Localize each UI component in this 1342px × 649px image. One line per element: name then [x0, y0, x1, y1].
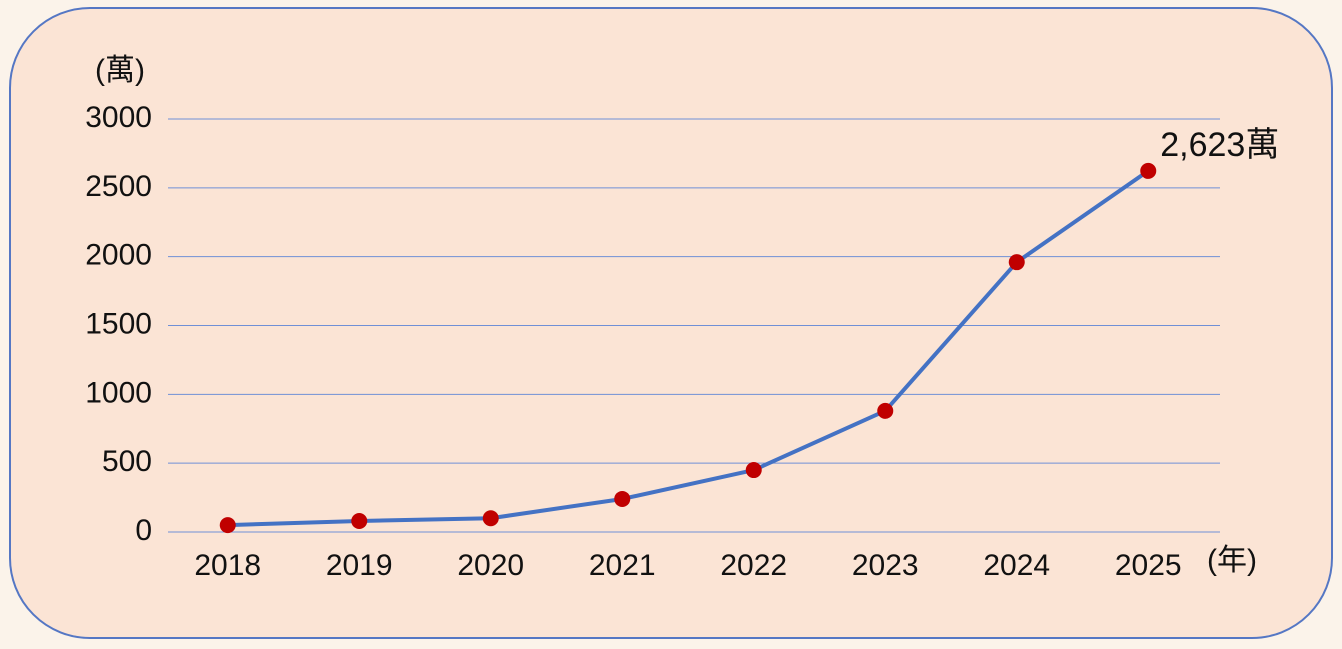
y-tick-label: 3000 — [85, 101, 152, 134]
x-tick-label: 2025 — [1115, 549, 1182, 582]
y-tick-label: 1500 — [85, 307, 152, 340]
x-tick-label: 2018 — [194, 549, 261, 582]
data-point — [1008, 254, 1025, 271]
data-point — [745, 462, 762, 479]
y-tick-label: 1000 — [85, 376, 152, 409]
y-tick-label: 2500 — [85, 170, 152, 203]
data-point — [614, 490, 631, 507]
x-tick-label: 2020 — [457, 549, 524, 582]
x-tick-label: 2021 — [589, 549, 656, 582]
y-tick-label: 500 — [102, 445, 152, 478]
data-point — [877, 402, 894, 419]
data-point — [219, 517, 236, 534]
y-tick-label: 0 — [135, 514, 152, 547]
y-unit-label: (萬) — [95, 54, 145, 87]
x-unit-label: (年) — [1207, 544, 1257, 577]
data-point — [351, 512, 368, 529]
data-label: 2,623萬 — [1160, 126, 1279, 164]
x-tick-label: 2023 — [852, 549, 919, 582]
data-point — [482, 510, 499, 527]
x-tick-label: 2024 — [983, 549, 1050, 582]
y-tick-label: 2000 — [85, 239, 152, 272]
data-line — [227, 169, 1150, 528]
x-tick-label: 2022 — [720, 549, 787, 582]
chart-frame — [9, 7, 1333, 639]
x-tick-label: 2019 — [326, 549, 393, 582]
data-point — [1140, 162, 1157, 179]
